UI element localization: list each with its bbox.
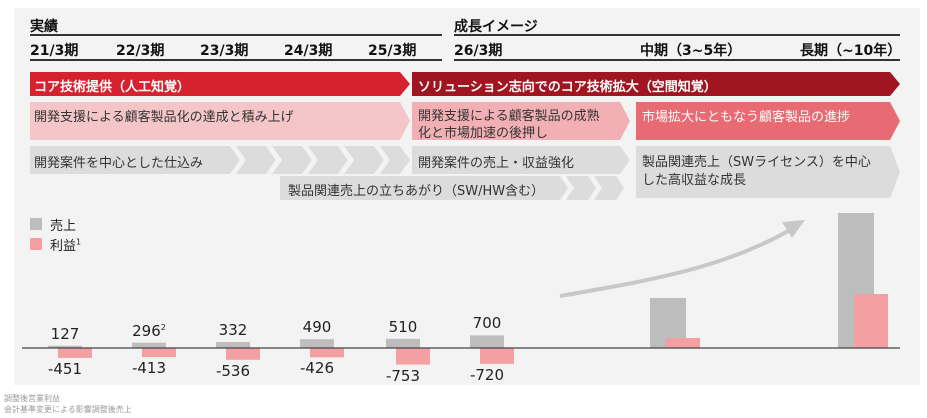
profit-value-label: -720: [469, 365, 505, 384]
dev-projects-sales-label: 開発案件の売上・収益強化: [418, 156, 575, 171]
product-sales-band: [636, 146, 900, 198]
dev-projects-sales-band: [412, 146, 630, 174]
sales-bar: [216, 342, 250, 348]
period-label: 24/3期: [284, 43, 333, 59]
profit-value-label: -451: [47, 359, 83, 378]
footnote-1: 調整後営業利益: [4, 394, 60, 403]
profit-bar: [58, 348, 92, 358]
legend-sales-label: 売上: [50, 219, 77, 234]
sales-value-label: 510: [388, 317, 418, 336]
dev-support-band: [30, 102, 410, 140]
profit-value-label: -536: [215, 361, 251, 380]
core-tech-label: コア技術提供（人工知覚）: [34, 80, 191, 95]
period-label: 長期（~10年）: [800, 43, 902, 59]
profit-value-label: -413: [131, 359, 167, 378]
legend-sales-swatch: [30, 218, 42, 230]
period-label: 23/3期: [200, 43, 249, 59]
solution-band: [412, 72, 900, 96]
product-rise-label: 製品関連売上の立ちあがり（SW/HW含む）: [288, 184, 545, 199]
product-sales-label-1: 製品関連売上（SWライセンス）を中心: [642, 155, 871, 170]
period-label: 22/3期: [116, 43, 165, 59]
legend-profit-label: 利益1: [50, 237, 82, 254]
profit-bar-long-term: [854, 294, 888, 348]
solution-label: ソリューション志向でのコア技術拡大（空間知覚）: [418, 80, 717, 95]
period-label: 26/3期: [454, 43, 503, 59]
sales-value-label: 127: [50, 324, 80, 343]
legend-profit-swatch: [30, 238, 42, 250]
period-label: 21/3期: [30, 43, 79, 59]
market-expand-label: 市場拡大にともなう顧客製品の進捗: [642, 110, 851, 125]
dev-support-growth-label-2: 化と市場加速の後押し: [418, 126, 549, 141]
product-rise-chevrons: [280, 176, 624, 200]
dev-projects-label: 開発案件を中心とした仕込み: [34, 156, 204, 171]
legend-profit-footnote-mark: 1: [76, 237, 82, 247]
actual-period-underline: [30, 59, 442, 61]
sales-value-label: 2962: [132, 321, 166, 340]
growth-header-underline: [454, 34, 900, 36]
sales-bar: [470, 335, 504, 348]
market-expand-band: [636, 102, 900, 140]
sales-value-label: 490: [302, 318, 332, 337]
dev-support-growth-band: [412, 102, 630, 140]
dev-support-label: 開発支援による顧客製品化の達成と積み上げ: [34, 110, 294, 125]
profit-bar: [142, 348, 176, 358]
dev-support-growth-label-1: 開発支援による顧客製品の成熟: [418, 109, 600, 124]
period-label: 中期（3~5年）: [640, 43, 742, 59]
profit-bar: [226, 348, 260, 360]
profit-bar: [310, 348, 344, 358]
sales-footnote-mark: 2: [160, 322, 166, 332]
product-sales-label-2: した高収益な成長: [642, 173, 747, 188]
sales-bar: [386, 338, 420, 348]
sales-bar: [48, 345, 82, 348]
core-tech-band: [30, 72, 410, 96]
period-label: 25/3期: [368, 43, 417, 59]
growth-trend-arrowhead: [782, 220, 805, 238]
sales-value-label: 332: [218, 321, 248, 340]
growth-header: 成長イメージ: [454, 19, 538, 35]
actual-header-underline: [30, 34, 442, 36]
growth-trend-arrow: [559, 228, 791, 298]
footnote-2: 会計基準変更による影響調整後売上: [4, 405, 132, 414]
profit-bar: [396, 348, 430, 365]
profit-bar-mid-term: [666, 338, 700, 348]
sales-value-label: 700: [472, 314, 502, 333]
actual-header: 実績: [30, 19, 58, 35]
profit-value-label: -426: [299, 359, 335, 378]
sales-bar: [300, 339, 334, 348]
growth-period-underline: [454, 59, 900, 61]
profit-bar: [480, 348, 514, 364]
dev-projects-chevrons: [30, 146, 410, 174]
profit-value-label: -753: [385, 366, 421, 385]
sales-bar: [132, 342, 166, 348]
